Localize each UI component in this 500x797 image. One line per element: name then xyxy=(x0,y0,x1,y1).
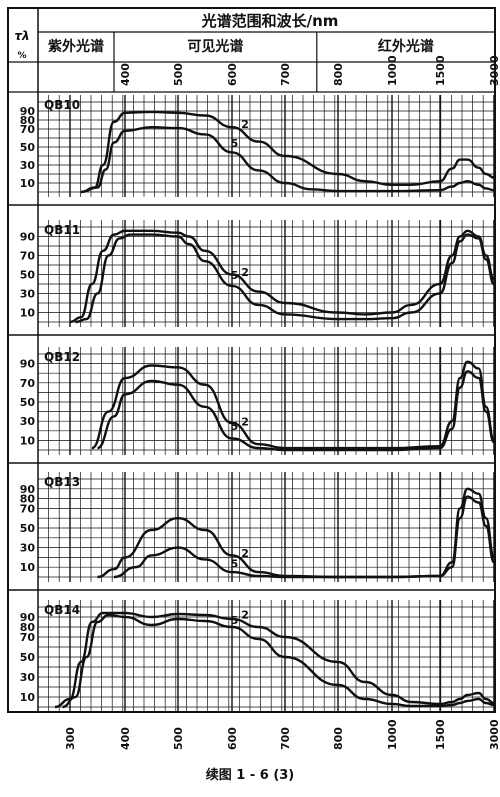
bottom-x-tick-700: 700 xyxy=(279,727,292,750)
y-tick-label: 30 xyxy=(20,542,36,555)
curve-QB14-5 xyxy=(62,613,495,709)
curve-label-QB10-2: 2 xyxy=(241,118,249,131)
region-label-2: 红外光谱 xyxy=(378,38,434,55)
panel-label-QB12: QB12 xyxy=(44,350,80,364)
bottom-x-tick-3000: 3000 xyxy=(488,719,500,750)
figure-frame xyxy=(7,7,496,713)
curve-label-QB12-5: 5 xyxy=(231,420,239,433)
curve-QB10-5 xyxy=(80,126,495,194)
y-tick-label: 70 xyxy=(20,377,36,390)
y-tick-label: 30 xyxy=(20,159,36,172)
curve-QB13-2 xyxy=(97,487,496,579)
top-x-tick-500: 500 xyxy=(172,63,185,86)
top-x-tick-400: 400 xyxy=(119,63,132,86)
curve-QB12-5 xyxy=(96,370,496,452)
bottom-x-tick-1500: 1500 xyxy=(434,719,447,750)
curve-layer xyxy=(54,110,496,709)
panel-label-QB11: QB11 xyxy=(44,223,80,237)
curve-label-QB11-5: 5 xyxy=(231,269,239,282)
y-tick-label: 50 xyxy=(20,522,36,535)
top-x-tick-800: 800 xyxy=(332,63,345,86)
grid-layer xyxy=(37,95,495,712)
y-unit: % xyxy=(17,51,26,61)
curve-QB10-2 xyxy=(80,110,495,194)
y-tick-label: 80 xyxy=(20,493,36,506)
panel-label-QB13: QB13 xyxy=(44,475,80,489)
y-tick-label: 30 xyxy=(20,415,36,428)
y-tick-label: 90 xyxy=(20,105,36,118)
y-tick-label: 90 xyxy=(20,611,36,624)
y-tick-label: 70 xyxy=(20,250,36,263)
curve-label-QB13-5: 5 xyxy=(231,558,239,571)
curve-label-QB12-2: 2 xyxy=(241,415,249,428)
curve-label-QB13-2: 2 xyxy=(241,547,249,560)
outer-frame xyxy=(7,7,496,713)
y-tick-label: 30 xyxy=(20,288,36,301)
top-x-tick-700: 700 xyxy=(279,63,292,86)
y-tick-label: 50 xyxy=(20,269,36,282)
bottom-x-tick-800: 800 xyxy=(332,727,345,750)
curve-QB13-5 xyxy=(113,495,496,579)
y-tick-label: 50 xyxy=(20,651,36,664)
header-title: 光谱范围和波长/nm xyxy=(201,12,339,30)
y-tick-label: 90 xyxy=(20,231,36,244)
y-tick-label: 50 xyxy=(20,141,36,154)
curve-label-QB14-2: 2 xyxy=(241,609,249,622)
bottom-x-tick-500: 500 xyxy=(172,727,185,750)
panel-label-QB10: QB10 xyxy=(44,98,80,112)
y-tick-label: 30 xyxy=(20,671,36,684)
curve-QB11-5 xyxy=(75,233,496,324)
y-tick-label: 10 xyxy=(20,434,36,447)
y-tick-label: 70 xyxy=(20,123,36,136)
top-x-tick-1000: 1000 xyxy=(386,55,399,86)
y-tick-label: 90 xyxy=(20,483,36,496)
y-tick-label: 10 xyxy=(20,561,36,574)
top-x-tick-3000: 3000 xyxy=(488,55,500,86)
y-tick-label: 70 xyxy=(20,631,36,644)
y-tick-label: 80 xyxy=(20,621,36,634)
curve-label-QB10-5: 5 xyxy=(231,137,239,150)
y-tick-label: 70 xyxy=(20,502,36,515)
bottom-x-tick-1000: 1000 xyxy=(386,719,399,750)
bottom-x-tick-600: 600 xyxy=(226,727,239,750)
curve-QB14-2 xyxy=(54,611,495,709)
y-tick-label: 50 xyxy=(20,396,36,409)
bottom-x-tick-400: 400 xyxy=(119,727,132,750)
y-tick-label: 80 xyxy=(20,114,36,127)
y-tick-label: 10 xyxy=(20,177,36,190)
y-tick-label: 10 xyxy=(20,691,36,704)
y-tick-label: 10 xyxy=(20,307,36,320)
region-label-0: 紫外光谱 xyxy=(48,38,104,55)
y-symbol: τλ xyxy=(14,29,29,43)
curve-label-QB11-2: 2 xyxy=(241,266,249,279)
panel-label-QB14: QB14 xyxy=(44,603,80,617)
region-label-1: 可见光谱 xyxy=(187,38,243,55)
top-x-tick-1500: 1500 xyxy=(434,55,447,86)
curve-QB11-2 xyxy=(69,229,496,324)
curve-label-QB14-5: 5 xyxy=(231,614,239,627)
bottom-x-tick-300: 300 xyxy=(64,727,77,750)
curve-QB12-2 xyxy=(91,360,496,450)
figure-caption: 续图 1 - 6 (3) xyxy=(205,768,295,783)
top-x-tick-600: 600 xyxy=(226,63,239,86)
y-tick-label: 90 xyxy=(20,358,36,371)
